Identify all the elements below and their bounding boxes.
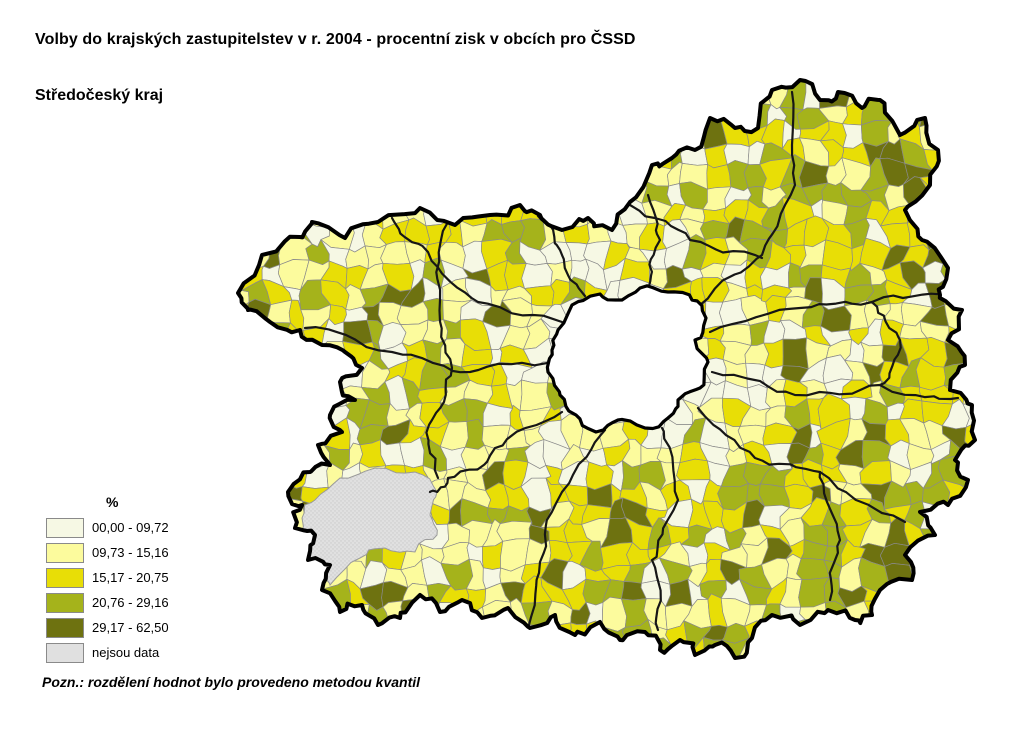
legend-label-class4: 20,76 - 29,16	[92, 595, 169, 610]
legend-item-class1: 00,00 - 09,72	[46, 515, 169, 540]
page-title: Volby do krajských zastupitelstev v r. 2…	[35, 31, 636, 48]
legend-swatch-no-data	[46, 642, 84, 663]
legend-item-class4: 20,76 - 29,16	[46, 590, 169, 615]
legend-label-no-data: nejsou data	[92, 645, 160, 660]
legend-item-class2: 09,73 - 15,16	[46, 540, 169, 565]
legend-swatch-class1	[46, 517, 84, 538]
legend-label-class1: 00,00 - 09,72	[92, 520, 169, 535]
legend-swatch-class3	[46, 567, 84, 588]
map-legend: % 00,00 - 09,72 09,73 - 15,16 15,17 - 20…	[46, 494, 169, 665]
legend-swatch-class5	[46, 617, 84, 638]
footnote: Pozn.: rozdělení hodnot bylo provedeno m…	[42, 674, 421, 690]
legend-header-percent: %	[106, 494, 119, 510]
legend-item-no-data: nejsou data	[46, 640, 169, 665]
legend-item-class5: 29,17 - 62,50	[46, 615, 169, 640]
legend-label-class2: 09,73 - 15,16	[92, 545, 169, 560]
legend-swatch-class4	[46, 592, 84, 613]
region-subtitle: Středočeský kraj	[35, 87, 164, 104]
legend-label-class5: 29,17 - 62,50	[92, 620, 169, 635]
legend-label-class3: 15,17 - 20,75	[92, 570, 169, 585]
legend-item-class3: 15,17 - 20,75	[46, 565, 169, 590]
legend-swatch-class2	[46, 542, 84, 563]
